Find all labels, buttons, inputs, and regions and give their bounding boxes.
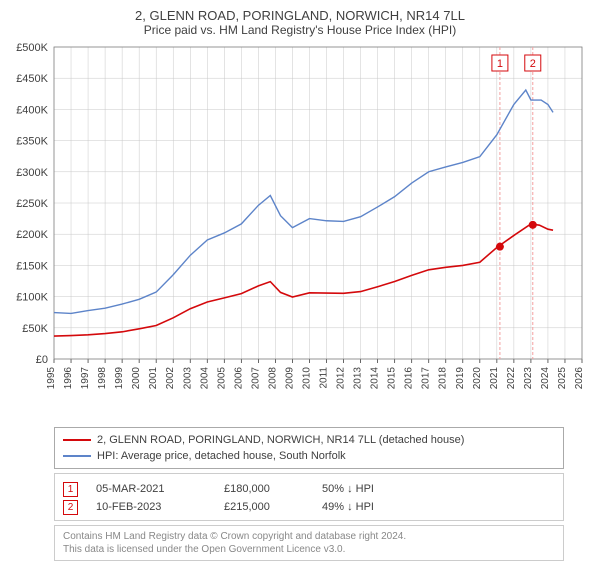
sale-date: 05-MAR-2021 [96,483,206,495]
price-chart: £0 £50K £100K £150K £200K £250K £300K £350K £400… [12,41,588,421]
sale-row: 1 05-MAR-2021 £180,000 50% ↓ HPI [63,480,555,498]
svg-text:2006: 2006 [233,367,244,390]
svg-text:2011: 2011 [319,367,330,389]
svg-text:2021: 2021 [489,367,500,390]
sale-hpi: 50% ↓ HPI [322,483,422,495]
svg-text:2023: 2023 [523,367,534,390]
svg-text:£200K: £200K [16,229,48,241]
svg-text:2014: 2014 [370,367,381,390]
svg-text:2000: 2000 [131,367,142,390]
svg-text:£350K: £350K [16,136,48,148]
svg-text:1999: 1999 [114,367,125,390]
svg-text:2017: 2017 [421,367,432,390]
legend-label: 2, GLENN ROAD, PORINGLAND, NORWICH, NR14… [97,434,464,446]
sale-hpi: 49% ↓ HPI [322,501,422,513]
svg-text:2020: 2020 [472,367,483,390]
svg-text:2022: 2022 [506,367,517,390]
svg-text:1: 1 [497,58,503,70]
svg-text:2008: 2008 [267,367,278,390]
svg-text:2010: 2010 [301,367,312,390]
legend: 2, GLENN ROAD, PORINGLAND, NORWICH, NR14… [54,427,564,469]
svg-text:2003: 2003 [182,367,193,390]
svg-text:2005: 2005 [216,367,227,390]
svg-text:2009: 2009 [284,367,295,390]
legend-swatch [63,455,91,457]
sale-row: 2 10-FEB-2023 £215,000 49% ↓ HPI [63,498,555,516]
svg-text:2007: 2007 [250,367,261,390]
legend-swatch [63,439,91,441]
svg-text:2019: 2019 [455,367,466,390]
svg-text:2018: 2018 [438,367,449,390]
svg-text:£500K: £500K [16,42,48,54]
sales-list: 1 05-MAR-2021 £180,000 50% ↓ HPI 2 10-FEB-202… [54,473,564,521]
svg-text:£250K: £250K [16,198,48,210]
legend-label: HPI: Average price, detached house, Sout… [97,450,346,462]
chart-subtitle: Price paid vs. HM Land Registry's House … [12,23,588,37]
svg-text:£400K: £400K [16,104,48,116]
svg-text:2012: 2012 [336,367,347,390]
svg-text:£50K: £50K [22,323,48,335]
svg-text:2024: 2024 [540,367,551,390]
svg-text:2015: 2015 [387,367,398,390]
svg-text:1997: 1997 [80,367,91,390]
svg-text:2: 2 [530,58,536,70]
legend-item: 2, GLENN ROAD, PORINGLAND, NORWICH, NR14… [63,432,555,448]
svg-text:1998: 1998 [97,367,108,390]
svg-text:£100K: £100K [16,292,48,304]
licence-line-2: This data is licensed under the Open Gov… [63,543,555,556]
sale-date: 10-FEB-2023 [96,501,206,513]
svg-text:2016: 2016 [404,367,415,390]
svg-text:2001: 2001 [148,367,159,390]
licence-text: Contains HM Land Registry data © Crown c… [54,525,564,561]
sale-marker: 1 [63,482,78,497]
svg-text:2004: 2004 [199,367,210,390]
licence-line-1: Contains HM Land Registry data © Crown c… [63,530,555,543]
svg-text:1996: 1996 [63,367,74,390]
sale-price: £180,000 [224,483,304,495]
svg-text:2013: 2013 [353,367,364,390]
svg-text:2025: 2025 [557,367,568,390]
svg-text:2026: 2026 [574,367,585,390]
svg-text:£450K: £450K [16,73,48,85]
svg-text:£0: £0 [36,354,48,366]
chart-title: 2, GLENN ROAD, PORINGLAND, NORWICH, NR14… [12,8,588,23]
sale-marker: 2 [63,500,78,515]
svg-text:1995: 1995 [46,367,57,390]
sale-price: £215,000 [224,501,304,513]
svg-text:£300K: £300K [16,167,48,179]
legend-item: HPI: Average price, detached house, Sout… [63,448,555,464]
svg-text:£150K: £150K [16,260,48,272]
svg-text:2002: 2002 [165,367,176,390]
